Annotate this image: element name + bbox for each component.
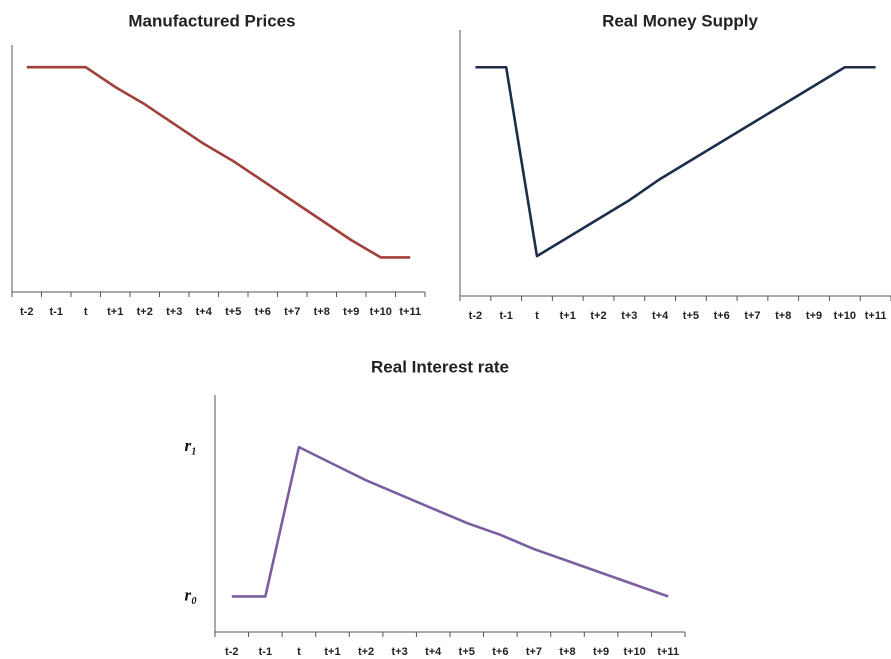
x-tick-label: t+5 [683, 310, 699, 322]
x-tick-label: t-1 [259, 646, 272, 658]
chart-title: Manufactured Prices [128, 11, 295, 30]
x-tick-label: t+10 [370, 306, 392, 318]
x-tick-label: t+1 [560, 310, 576, 322]
x-tick-label: t+1 [324, 646, 340, 658]
x-tick-label: t+3 [621, 310, 637, 322]
data-line [26, 65, 411, 259]
x-tick-label: t+2 [358, 646, 374, 658]
x-tick-label: t+11 [399, 306, 421, 318]
x-tick-label: t+7 [744, 310, 760, 322]
x-tick-label: t [84, 306, 88, 318]
x-tick-label: t+4 [652, 310, 669, 322]
x-tick-label: t [297, 646, 301, 658]
x-tick-label: t+4 [196, 306, 213, 318]
x-tick-label: t+3 [392, 646, 408, 658]
x-tick-label: t+1 [107, 306, 123, 318]
x-tick-label: t+2 [137, 306, 153, 318]
y-tick-label: r₁ [184, 436, 197, 455]
data-line [231, 445, 669, 598]
x-tick-label: t+11 [865, 310, 887, 322]
x-tick-label: t+3 [166, 306, 182, 318]
x-tick-label: t+6 [714, 310, 730, 322]
x-tick-label: t-1 [499, 310, 512, 322]
x-tick-label: t+8 [775, 310, 791, 322]
chart-title: Real Money Supply [602, 11, 758, 30]
x-tick-label: t+9 [593, 646, 609, 658]
x-tick-label: t+9 [343, 306, 359, 318]
x-tick-label: t-2 [225, 646, 238, 658]
x-tick-label: t+10 [623, 646, 645, 658]
x-tick-label: t-2 [469, 310, 482, 322]
x-tick-label: t-1 [50, 306, 63, 318]
x-tick-label: t+10 [834, 310, 856, 322]
x-tick-label: t [535, 310, 539, 322]
x-tick-label: t+7 [284, 306, 300, 318]
x-tick-label: t+4 [425, 646, 442, 658]
x-tick-label: t+6 [255, 306, 271, 318]
x-tick-label: t+5 [459, 646, 475, 658]
chart-title: Real Interest rate [371, 357, 509, 376]
x-tick-label: t+5 [225, 306, 241, 318]
x-tick-label: t+8 [559, 646, 575, 658]
data-line [475, 65, 876, 258]
x-tick-label: t+7 [526, 646, 542, 658]
x-tick-label: t+6 [492, 646, 508, 658]
x-tick-label: t+2 [590, 310, 606, 322]
x-tick-label: t-2 [20, 306, 33, 318]
x-tick-label: t+11 [657, 646, 679, 658]
x-tick-label: t+8 [314, 306, 330, 318]
x-tick-label: t+9 [806, 310, 822, 322]
y-tick-label: r₀ [184, 585, 197, 604]
